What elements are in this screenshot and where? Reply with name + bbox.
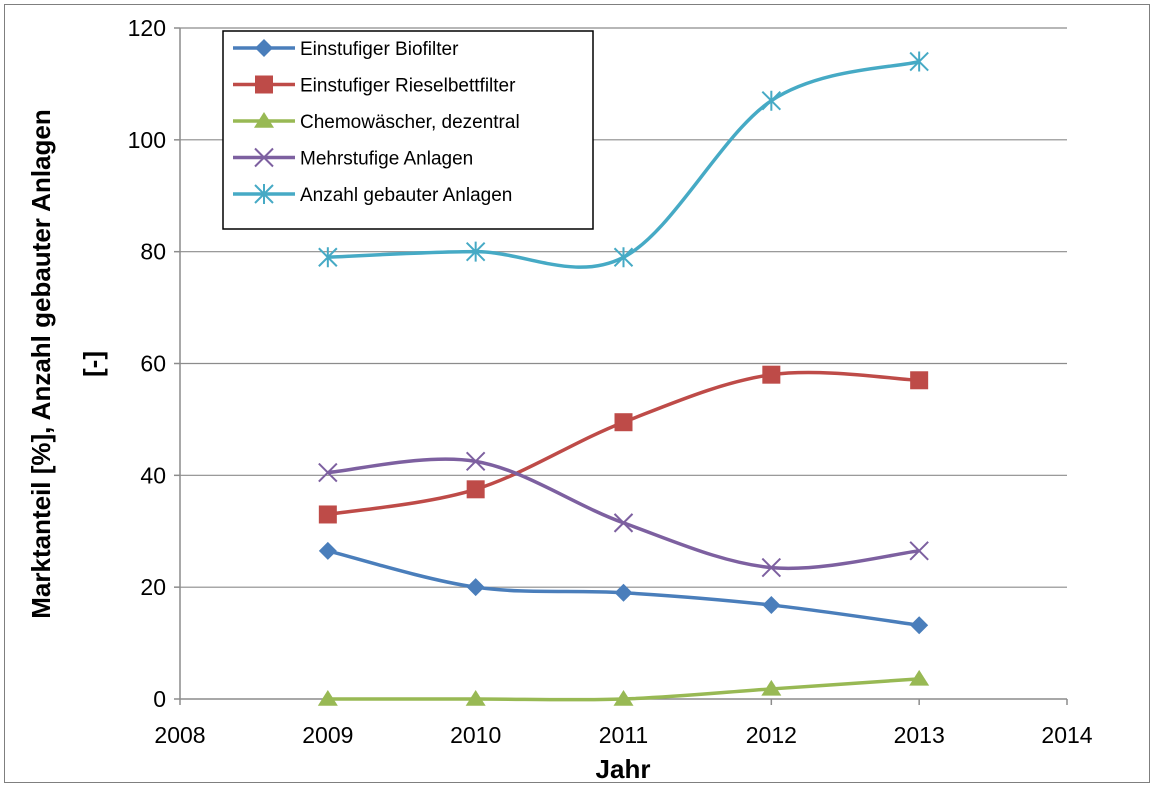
x-axis-title: Jahr [596, 754, 651, 784]
x-tick-label: 2010 [450, 722, 501, 748]
legend-item: Chemowäscher, dezentral [233, 112, 520, 133]
data-point [613, 247, 634, 268]
data-point [318, 247, 338, 268]
data-point [910, 371, 929, 390]
x-tick-label: 2014 [1041, 722, 1092, 748]
data-point [761, 90, 782, 111]
legend-item: Anzahl gebauter Anlagen [233, 184, 512, 206]
data-point [465, 241, 486, 262]
legend-item: Mehrstufige Anlagen [233, 147, 473, 170]
legend-swatch-marker [255, 39, 273, 57]
data-point [465, 690, 486, 706]
y-tick-label: 80 [140, 239, 166, 265]
data-point [466, 480, 485, 499]
series-3 [317, 669, 930, 706]
x-tick-label: 2013 [894, 722, 945, 748]
data-point [614, 583, 633, 602]
y-tick-label: 120 [128, 15, 166, 41]
y-tick-label: 20 [140, 574, 166, 600]
legend-swatch-marker [254, 112, 274, 128]
data-point [761, 557, 782, 578]
y-axis-title-group: Marktanteil [%], Anzahl gebauter Anlagen [26, 109, 56, 618]
legend-label: Anzahl gebauter Anlagen [300, 185, 512, 206]
data-point [909, 669, 930, 686]
data-point [465, 451, 486, 472]
legend: Einstufiger Biofilter Einstufiger Rieselb… [233, 39, 520, 206]
legend-item: Einstufiger Rieselbettfilter [233, 75, 516, 97]
legend-item: Einstufiger Biofilter [233, 39, 459, 60]
data-point [761, 679, 782, 696]
data-point [909, 51, 929, 72]
series-1 [318, 541, 929, 635]
legend-swatch-marker [255, 75, 273, 94]
y-tick-label: 60 [140, 351, 166, 377]
data-point [762, 596, 781, 615]
legend-swatch-marker [254, 184, 274, 204]
data-point [613, 690, 634, 706]
y-axis-title: Marktanteil [%], Anzahl gebauter Anlagen [26, 109, 56, 618]
data-point [318, 541, 337, 560]
x-tick-label: 2011 [599, 722, 648, 748]
data-point [466, 578, 485, 597]
series-2 [318, 365, 929, 524]
legend-label: Einstufiger Biofilter [300, 39, 459, 60]
series-line [327, 370, 920, 517]
y-tick-label: 100 [128, 127, 166, 153]
data-point [614, 413, 633, 432]
legend-swatch-marker [254, 147, 274, 168]
y-tick-labels: 0 20 40 60 80 100 120 [128, 15, 166, 712]
legend-label: Chemowäscher, dezentral [300, 112, 520, 133]
series-5 [318, 51, 929, 269]
data-point [910, 616, 929, 635]
x-tick-label: 2009 [302, 722, 353, 748]
data-point [762, 365, 781, 384]
y-axis-unit: [-] [78, 351, 108, 377]
x-tick-label: 2008 [154, 722, 205, 748]
series-4 [318, 451, 929, 578]
legend-label: Mehrstufige Anlagen [300, 149, 473, 170]
y-tick-label: 0 [153, 686, 166, 712]
y-tick-label: 40 [140, 462, 166, 488]
legend-label: Einstufiger Rieselbettfilter [300, 76, 516, 97]
x-tick-label: 2012 [746, 722, 797, 748]
data-point [317, 690, 338, 706]
y-axis-unit-group: [-] [78, 351, 108, 377]
data-point [613, 513, 634, 533]
legend-box [222, 30, 594, 230]
x-tick-labels: 2008 2009 2010 2011 2012 2013 2014 [154, 722, 1092, 748]
data-point [318, 505, 337, 524]
data-point [318, 462, 338, 483]
series-group [317, 51, 930, 706]
data-point [909, 541, 929, 561]
